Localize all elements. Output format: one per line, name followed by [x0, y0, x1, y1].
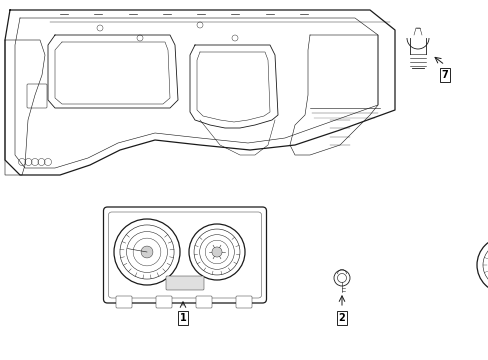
FancyBboxPatch shape [27, 84, 47, 108]
Circle shape [211, 247, 222, 257]
FancyBboxPatch shape [196, 296, 212, 308]
FancyBboxPatch shape [103, 207, 266, 303]
Text: 2: 2 [338, 313, 345, 323]
FancyBboxPatch shape [165, 276, 203, 290]
Text: 1: 1 [179, 313, 186, 323]
FancyBboxPatch shape [236, 296, 251, 308]
FancyBboxPatch shape [156, 296, 172, 308]
Circle shape [141, 246, 153, 258]
Text: 7: 7 [441, 70, 447, 80]
FancyBboxPatch shape [116, 296, 132, 308]
FancyBboxPatch shape [108, 212, 261, 298]
